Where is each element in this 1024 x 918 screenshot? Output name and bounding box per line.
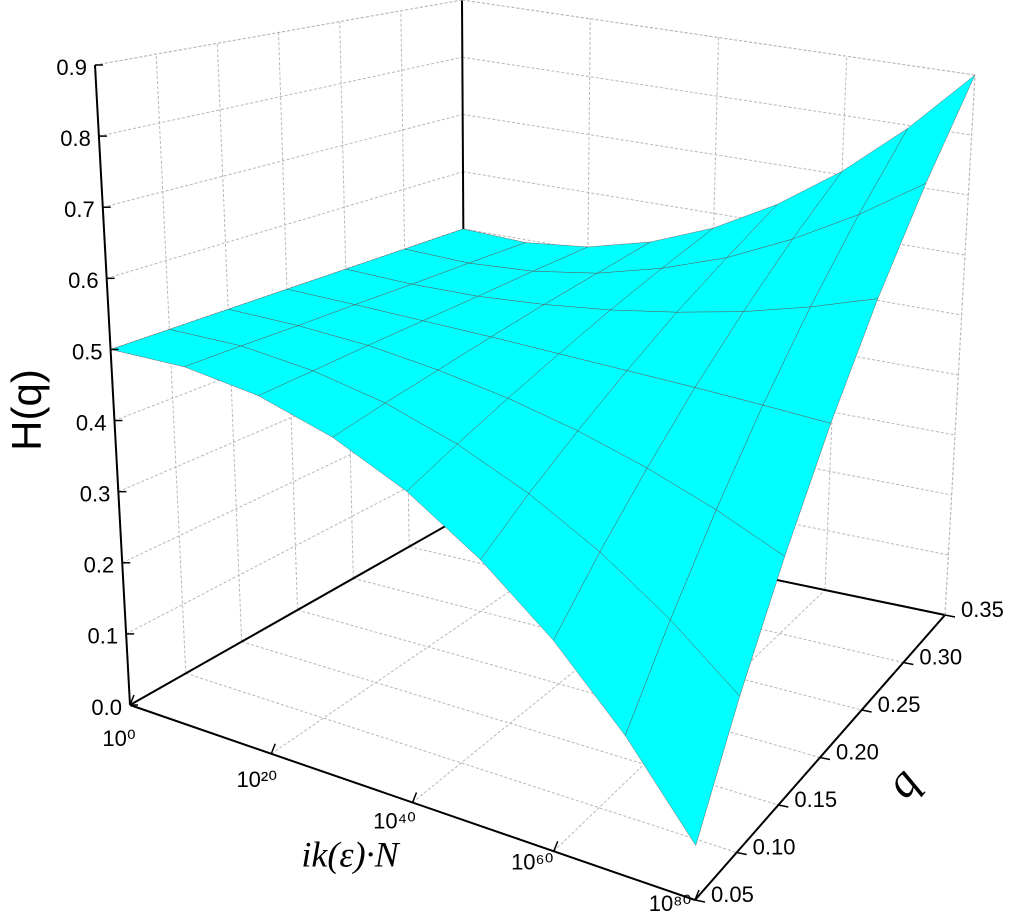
z-tick-label: 0.2 [84,553,115,578]
y-tick [694,899,706,903]
z-tick-label: 0.9 [56,55,87,80]
axis-line [944,74,976,616]
z-tick-label: 0.8 [60,126,91,151]
z-tick-label: 0.1 [88,624,119,649]
grid-line [125,457,465,635]
grid-line [412,564,706,803]
x-tick-label: 10⁸⁰ [649,891,692,916]
z-tick-label: 0.7 [64,197,95,222]
z-tick-label: 0.4 [76,410,107,435]
z-tick-label: 0.3 [80,481,111,506]
grid-line [98,56,463,137]
surface-cell [624,619,741,847]
x-tick-label: 10⁶⁰ [511,850,554,875]
grid-line [297,609,821,758]
grid-line [463,342,956,436]
grid-line [339,21,354,579]
y-tick-label: 0.35 [961,597,1004,622]
x-tick [129,694,135,706]
axis-line [94,0,463,66]
y-tick-label: 0.05 [711,882,754,907]
y-tick [819,756,831,761]
x-tick [553,840,559,852]
y-tick-label: 0.25 [878,692,921,717]
y-tick-label: 0.20 [836,739,879,764]
grid-line [278,32,298,611]
y-tick-label: 0.15 [794,787,837,812]
axis-line [129,514,466,706]
x-tick-label: 10⁰ [102,726,135,751]
y-tick [861,709,872,713]
y-axis-label: q [874,757,928,807]
x-tick [411,792,418,803]
y-tick-label: 0.30 [919,644,962,669]
grid-line [409,546,904,663]
grid-line [462,56,972,136]
x-tick [270,743,276,755]
grid-line [102,113,463,208]
y-tick-label: 0.10 [753,834,796,859]
x-tick [694,889,700,901]
z-tick-label: 0.0 [91,695,122,720]
axis-line [461,0,976,76]
axis-line [94,64,131,706]
y-tick [944,614,956,618]
x-axis-label: ik(ε)·N [301,834,400,874]
grid-line [155,54,187,674]
z-tick-label: 0.5 [72,339,103,364]
y-tick [903,661,914,666]
x-tick-label: 10⁴⁰ [373,808,416,833]
grid-line [553,589,826,852]
x-tick-label: 10²⁰ [236,767,277,792]
y-tick [778,804,789,808]
z-axis-label: H(q) [3,369,50,451]
z-tick-label: 0.6 [68,268,99,293]
grid-line [185,672,737,853]
y-tick [736,851,747,856]
